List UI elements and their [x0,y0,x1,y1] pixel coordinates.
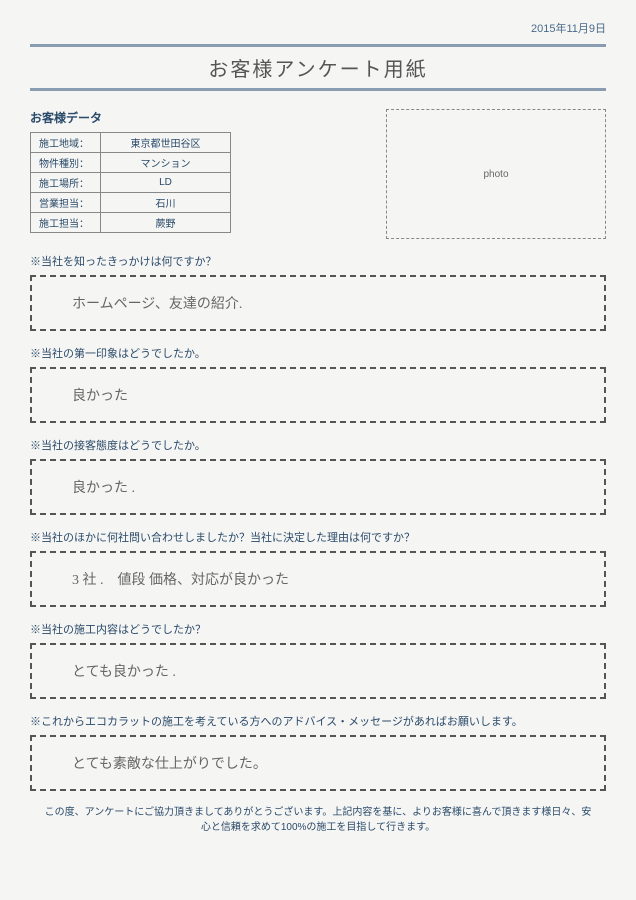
date-text: 2015年11月9日 [30,20,606,36]
question-text: ※これからエコカラットの施工を考えている方へのアドバイス・メッセージがあればお願… [30,713,606,729]
table-row: 施工場所： LD [31,173,231,193]
answer-box: 3 社 . 値段 価格、対応が良かった [30,551,606,607]
question-text: ※当社を知ったきっかけは何ですか？ [30,253,606,269]
table-row: 施工地域： 東京都世田谷区 [31,133,231,153]
top-row: お客様データ 施工地域： 東京都世田谷区 物件種別： マンション 施工場所： L… [30,109,606,239]
question-text: ※当社の接客態度はどうでしたか。 [30,437,606,453]
row-value: 石川 [101,193,231,213]
footer-text: この度、アンケートにご協力頂きましてありがとうございます。上記内容を基に、よりお… [30,805,606,835]
answer-box: とても良かった . [30,643,606,699]
row-value: 東京都世田谷区 [101,133,231,153]
photo-placeholder: photo [386,109,606,239]
row-value: LD [101,173,231,193]
answer-box: ホームページ、友達の紹介. [30,275,606,331]
row-value: マンション [101,153,231,173]
answer-box: 良かった [30,367,606,423]
photo-label: photo [483,169,508,180]
row-label: 営業担当： [31,193,101,213]
customer-data-table: 施工地域： 東京都世田谷区 物件種別： マンション 施工場所： LD 営業担当：… [30,132,231,233]
customer-data-heading: お客様データ [30,109,366,126]
table-row: 営業担当： 石川 [31,193,231,213]
customer-data-section: お客様データ 施工地域： 東京都世田谷区 物件種別： マンション 施工場所： L… [30,109,366,239]
row-value: 蕨野 [101,213,231,233]
table-row: 施工担当： 蕨野 [31,213,231,233]
title-bar: お客様アンケート用紙 [30,44,606,91]
row-label: 施工場所： [31,173,101,193]
question-text: ※当社の施工内容はどうでしたか？ [30,621,606,637]
row-label: 施工地域： [31,133,101,153]
question-text: ※当社の第一印象はどうでしたか。 [30,345,606,361]
row-label: 物件種別： [31,153,101,173]
table-row: 物件種別： マンション [31,153,231,173]
answer-box: とても素敵な仕上がりでした。 [30,735,606,791]
row-label: 施工担当： [31,213,101,233]
question-text: ※当社のほかに何社問い合わせしましたか？当社に決定した理由は何ですか？ [30,529,606,545]
answer-box: 良かった . [30,459,606,515]
page-title: お客様アンケート用紙 [30,53,606,82]
